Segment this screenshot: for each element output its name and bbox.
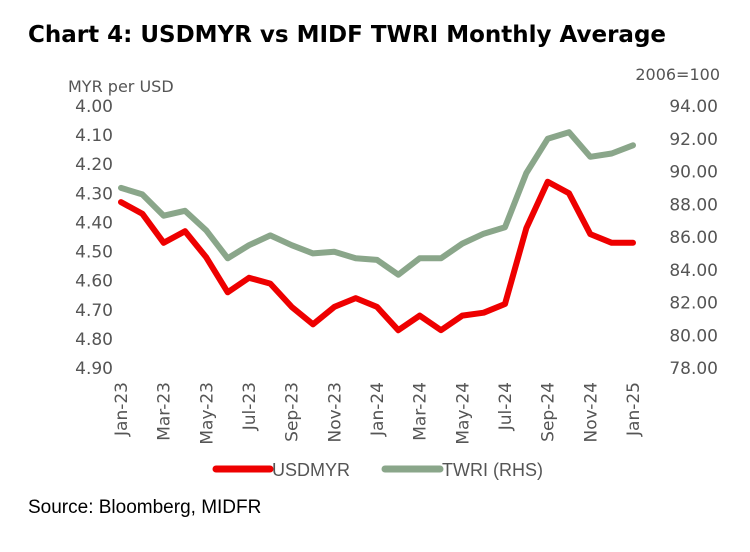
x-tick-label: Jan-25 — [624, 382, 644, 437]
left-tick-label: 4.50 — [75, 243, 113, 263]
left-tick-label: 4.80 — [75, 330, 113, 350]
right-tick-label: 78.00 — [669, 359, 718, 379]
right-tick-label: 94.00 — [669, 97, 718, 117]
x-tick-label: Jul-24 — [496, 382, 516, 431]
source-note: Source: Bloomberg, MIDFR — [28, 497, 262, 518]
x-tick-label: Jan-23 — [112, 382, 132, 437]
x-tick-label: Mar-23 — [155, 382, 175, 441]
left-tick-label: 4.30 — [75, 184, 113, 204]
right-tick-label: 88.00 — [669, 195, 718, 215]
legend-label-usdmyr: USDMYR — [272, 460, 350, 480]
right-axis-ticks: 94.00 92.00 90.00 88.00 86.00 84.00 82.00 80.00… — [669, 97, 718, 379]
series-line-twri — [118, 129, 636, 278]
x-axis-ticks: Jan-23 Mar-23 May-23 Jul-23 Sep-23 Nov-23 Jan-… — [112, 382, 644, 445]
series-line-usdmyr — [118, 178, 636, 334]
left-tick-label: 4.60 — [75, 272, 113, 292]
x-tick-label: Jan-24 — [368, 382, 388, 437]
left-tick-label: 4.00 — [75, 97, 113, 117]
left-tick-label: 4.70 — [75, 301, 113, 321]
left-tick-label: 4.90 — [75, 359, 113, 379]
right-tick-label: 82.00 — [669, 294, 718, 314]
legend: USDMYR TWRI (RHS) — [212, 460, 543, 480]
legend-label-twri: TWRI (RHS) — [442, 460, 543, 480]
series-lines — [118, 129, 636, 334]
right-axis-label: 2006=100 — [635, 65, 720, 84]
x-tick-label: Sep-24 — [539, 382, 559, 442]
right-tick-label: 84.00 — [669, 261, 718, 281]
x-tick-label: May-23 — [197, 382, 217, 445]
left-tick-label: 4.40 — [75, 213, 113, 233]
right-tick-label: 80.00 — [669, 326, 718, 346]
right-tick-label: 90.00 — [669, 163, 718, 183]
chart-title: Chart 4: USDMYR vs MIDF TWRI Monthly Ave… — [28, 22, 667, 48]
left-tick-label: 4.20 — [75, 155, 113, 175]
right-tick-label: 86.00 — [669, 228, 718, 248]
x-tick-label: Jul-23 — [240, 382, 260, 431]
right-tick-label: 92.00 — [669, 130, 718, 150]
x-tick-label: Nov-24 — [581, 382, 601, 443]
x-tick-label: Mar-24 — [411, 382, 431, 441]
left-axis-ticks: 4.00 4.10 4.20 4.30 4.40 4.50 4.60 4.70 4.80 4.90 — [75, 97, 113, 379]
left-tick-label: 4.10 — [75, 126, 113, 146]
x-tick-label: Sep-23 — [283, 382, 303, 442]
x-tick-label: May-24 — [453, 382, 473, 445]
x-tick-label: Nov-23 — [325, 382, 345, 443]
left-axis-label: MYR per USD — [68, 77, 174, 96]
